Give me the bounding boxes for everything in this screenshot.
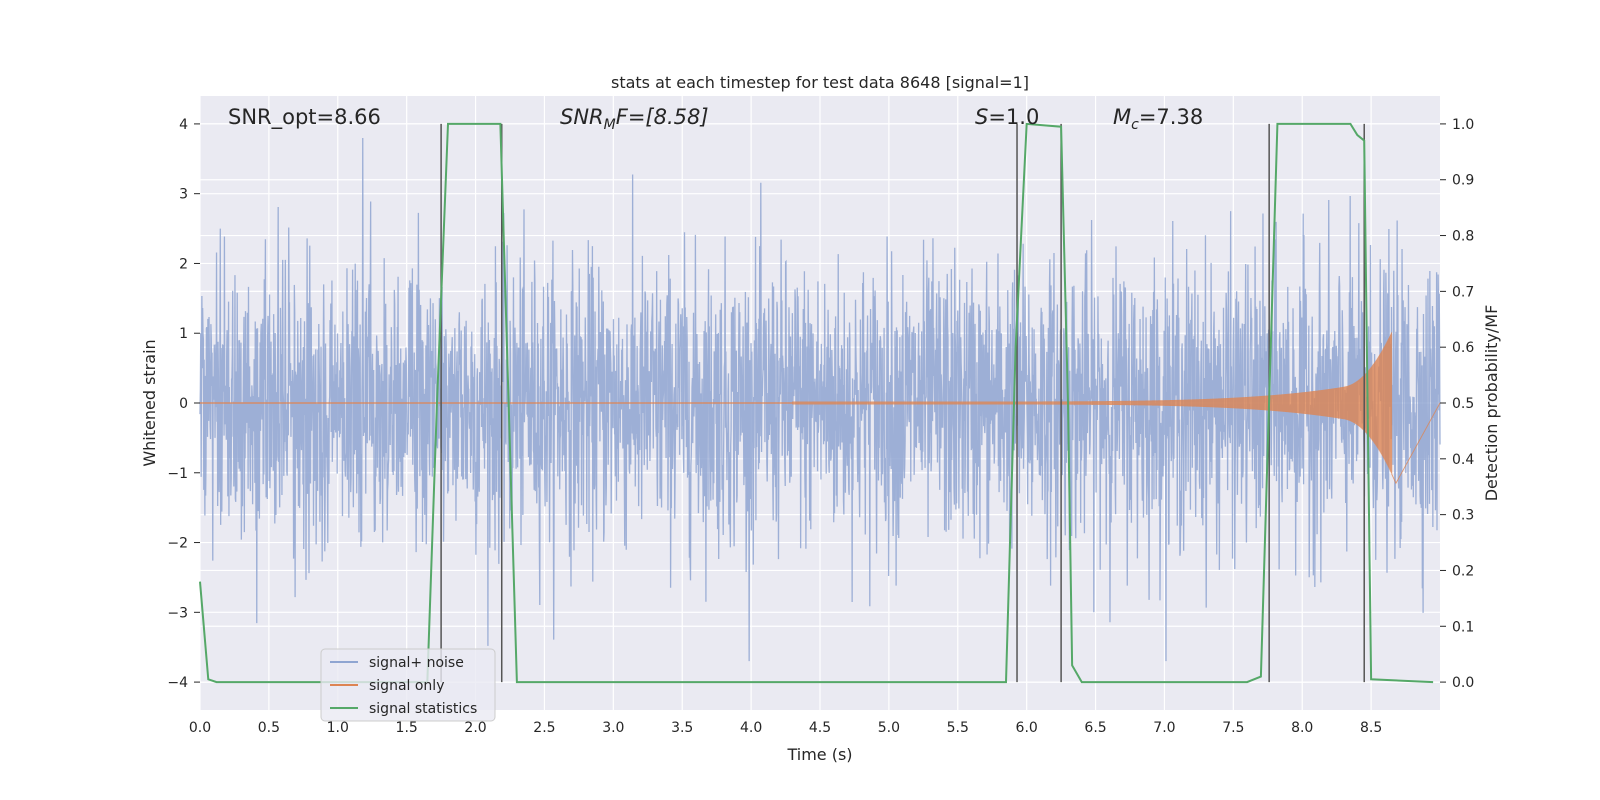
signal-only-series [200, 332, 1441, 485]
y-axis-ticks: 4 3 2 1 0 −1 −2 −3 −4 [167, 117, 200, 691]
y2-tick-label: 0.9 [1452, 173, 1474, 189]
y-tick-label: −1 [167, 466, 188, 482]
annotation-mc-sub: c [1131, 117, 1139, 133]
legend-box [320, 648, 496, 722]
y-tick-label: 2 [179, 256, 188, 272]
annotation-mc-rest: =7.38 [1139, 105, 1203, 129]
legend-label-signal-only: signal only [369, 678, 444, 694]
y-tick-label: 3 [179, 187, 188, 203]
x-tick-label: 6.5 [1084, 720, 1106, 736]
legend-label-signal-noise: signal+ noise [369, 655, 464, 671]
x-tick-label: 2.0 [464, 720, 486, 736]
y-tick-label: −3 [167, 605, 188, 621]
x-tick-label: 4.5 [809, 720, 831, 736]
signal-statistics-series [199, 122, 1434, 684]
x-tick-label: 4.0 [740, 720, 762, 736]
annotation-snr-mf-main: SNR [560, 105, 604, 129]
signal-only-line [791, 332, 1441, 485]
x-tick-label: 3.5 [671, 720, 693, 736]
y2-axis-ticks: 1.0 0.9 0.8 0.7 0.6 0.5 0.4 0.3 0.2 0.1 0.0 [1440, 117, 1474, 691]
x-tick-label: 0.0 [189, 720, 211, 736]
y2-tick-label: 0.5 [1452, 396, 1474, 412]
annotation-snr-mf-sub: M [604, 117, 616, 133]
x-tick-label: 6.0 [1016, 720, 1038, 736]
x-tick-label: 8.0 [1291, 720, 1313, 736]
annotation-s-main: S [975, 105, 988, 129]
annotation-mc-main: M [1113, 105, 1131, 129]
x-tick-label: 0.5 [258, 720, 280, 736]
y2-tick-label: 0.4 [1452, 452, 1474, 468]
annotation-snr-mf: SNRMF=[8.58] [560, 105, 709, 133]
x-tick-label: 3.0 [602, 720, 624, 736]
y-axis-label: Whitened strain [140, 339, 159, 466]
x-tick-label: 5.5 [947, 720, 969, 736]
signal-statistics-line [199, 122, 1434, 684]
x-tick-label: 2.5 [533, 720, 555, 736]
x-tick-label: 5.0 [878, 720, 900, 736]
y-tick-label: −4 [167, 675, 188, 691]
y-tick-label: 1 [179, 326, 188, 342]
x-tick-label: 1.0 [327, 720, 349, 736]
chart-title: stats at each timestep for test data 864… [611, 73, 1029, 92]
y2-axis-label: Detection probability/MF [1482, 305, 1501, 502]
y2-tick-label: 0.3 [1452, 508, 1474, 524]
annotation-snr-mf-rest: F=[8.58] [616, 105, 709, 129]
y2-tick-label: 0.1 [1452, 619, 1474, 635]
x-axis-ticks: 0.0 0.5 1.0 1.5 2.0 2.5 3.0 3.5 4.0 4.5 5.0 5.5 6.0 6… [189, 720, 1382, 736]
annotation-mc: Mc=7.38 [1113, 105, 1203, 133]
annotation-s-rest: =1.0 [988, 105, 1039, 129]
y2-tick-label: 0.8 [1452, 229, 1474, 245]
annotation-s: S=1.0 [975, 105, 1039, 129]
x-axis-label: Time (s) [786, 745, 852, 764]
y2-tick-label: 0.2 [1452, 563, 1474, 579]
y-tick-label: 4 [179, 117, 188, 133]
y2-tick-label: 0.6 [1452, 340, 1474, 356]
legend-label-signal-statistics: signal statistics [369, 701, 477, 717]
legend: signal+ noise signal only signal statist… [320, 648, 496, 722]
x-tick-label: 7.0 [1153, 720, 1175, 736]
y-tick-label: −2 [167, 536, 188, 552]
x-tick-label: 1.5 [396, 720, 418, 736]
y2-tick-label: 1.0 [1452, 117, 1474, 133]
x-tick-label: 7.5 [1222, 720, 1244, 736]
annotation-snr-opt: SNR_opt=8.66 [228, 105, 381, 130]
y-tick-label: 0 [179, 396, 188, 412]
y2-tick-label: 0.0 [1452, 675, 1474, 691]
y2-tick-label: 0.7 [1452, 284, 1474, 300]
x-tick-label: 8.5 [1360, 720, 1382, 736]
